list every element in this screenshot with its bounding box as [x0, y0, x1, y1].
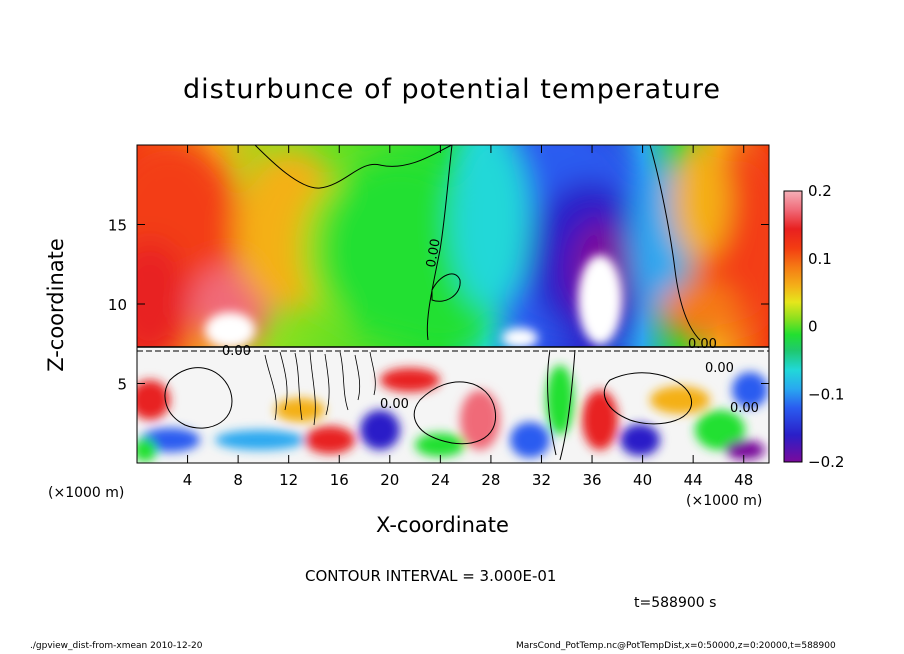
x-unit-right: (×1000 m) [686, 493, 763, 509]
contour-line [354, 354, 361, 401]
colorbar-ticks: 0.2 0.1 0 −0.1 −0.2 [808, 182, 844, 471]
contour-label: 0.00 [424, 238, 444, 269]
x-tick-label: 36 [582, 471, 601, 489]
contour-label: 0.00 [222, 344, 251, 359]
contour-label: 0.00 [730, 401, 759, 416]
contour-line [369, 351, 376, 396]
lower-turbulence [137, 365, 768, 462]
contour-lines [137, 145, 769, 461]
contour-label: 0.00 [705, 361, 734, 376]
x-tick-label: 32 [532, 471, 551, 489]
heatmap-blobs [137, 145, 769, 360]
contour-line [279, 351, 288, 411]
chart-title: disturbunce of potential temperature [183, 74, 721, 105]
x-tick-label: 44 [684, 471, 703, 489]
contour-line [264, 354, 277, 421]
contour-line [254, 145, 453, 189]
contour-line [413, 381, 496, 445]
footer-right: MarsCond_PotTemp.nc@PotTempDist,x=0:5000… [516, 641, 836, 651]
contour-line [547, 349, 557, 456]
x-tick-label: 20 [380, 471, 399, 489]
x-tick-label: 8 [233, 471, 243, 489]
contour-label: 0.00 [380, 397, 409, 412]
colorbar-tick-label: −0.1 [808, 385, 844, 403]
x-unit-left: (×1000 m) [48, 485, 125, 501]
y-tick-label: 15 [108, 217, 127, 235]
x-axis-label: X-coordinate [376, 513, 509, 537]
x-tick-label: 48 [734, 471, 753, 489]
colorbar [783, 190, 803, 463]
colorbar-tick-label: 0.2 [808, 182, 832, 200]
contour-line [431, 273, 461, 302]
contour-interval: CONTOUR INTERVAL = 3.000E-01 [305, 567, 557, 585]
x-axis: 4 8 12 16 20 24 28 32 36 40 44 48 [183, 145, 753, 489]
contour-line [164, 367, 233, 429]
x-tick-label: 24 [431, 471, 450, 489]
y-axis: 5 10 15 [108, 217, 769, 394]
saturated-cores [205, 255, 622, 348]
y-axis-label: Z-coordinate [44, 238, 68, 372]
contour-line [426, 145, 453, 341]
y-tick-label: 10 [108, 296, 127, 314]
contour-line [294, 352, 303, 421]
contour-line [649, 145, 701, 341]
contour-line [309, 351, 316, 426]
contour-line [339, 351, 349, 411]
colorbar-tick-label: 0 [808, 318, 818, 336]
x-tick-label: 40 [633, 471, 652, 489]
contour-line [603, 372, 693, 425]
heatmap-field: 0.00 0.00 0.00 0.00 0.00 0.00 [137, 145, 769, 463]
contour-line [559, 349, 576, 461]
y-tick-label: 5 [117, 376, 127, 394]
contour-label: 0.00 [688, 337, 717, 352]
dense-contours [264, 351, 376, 426]
x-tick-label: 16 [330, 471, 349, 489]
footer-left: ./gpview_dist-from-xmean 2010-12-20 [30, 641, 203, 651]
x-tick-label: 28 [481, 471, 500, 489]
colorbar-tick-label: 0.1 [808, 250, 832, 268]
x-tick-label: 12 [279, 471, 298, 489]
x-tick-label: 4 [183, 471, 193, 489]
time-label: t=588900 s [634, 595, 717, 611]
contour-labels: 0.00 0.00 0.00 0.00 0.00 0.00 [222, 238, 759, 416]
colorbar-tick-label: −0.2 [808, 453, 844, 471]
contour-line [324, 353, 330, 416]
